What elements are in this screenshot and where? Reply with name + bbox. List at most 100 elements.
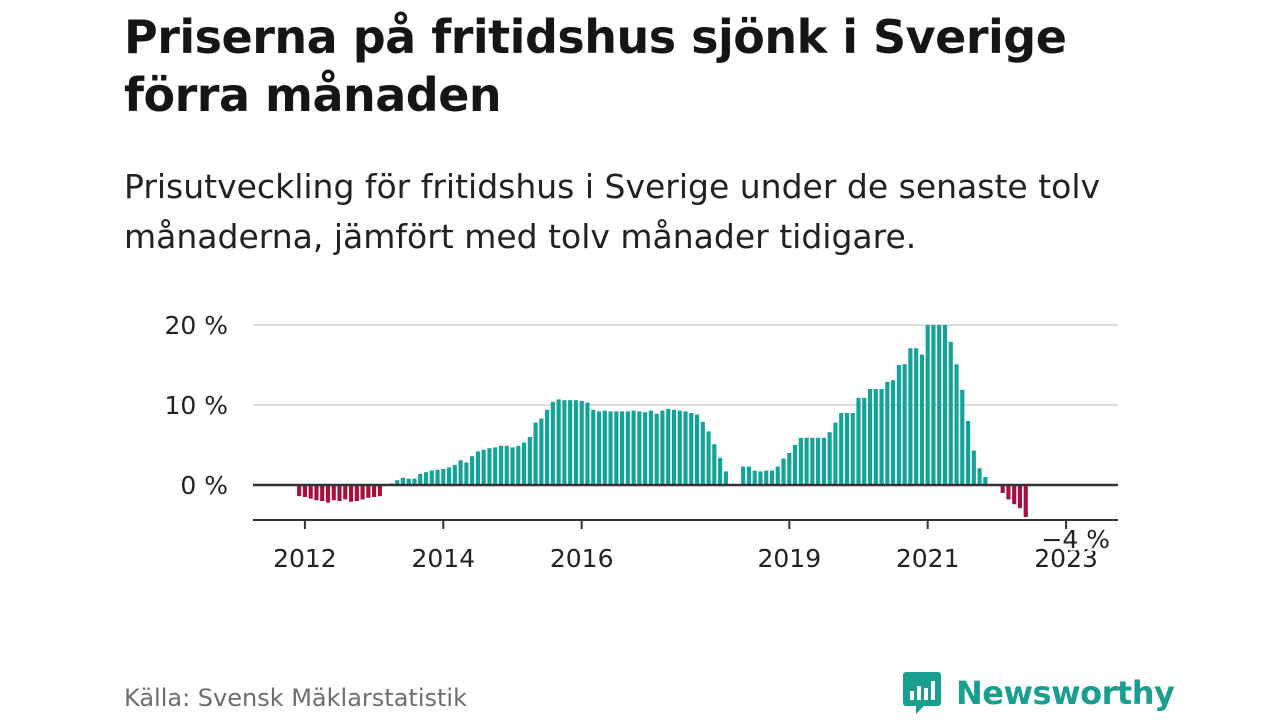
bar (839, 413, 844, 485)
y-tick-label: 10 % (164, 391, 228, 420)
bar (856, 397, 861, 485)
tick-labels: 0 % 10 % 20 % 2012 2014 2016 2019 2021 2023−4 % (164, 311, 1112, 573)
bar (885, 381, 890, 485)
bar (620, 411, 625, 485)
bar (539, 418, 544, 485)
bar (660, 410, 665, 485)
bar (510, 447, 515, 485)
bar (775, 466, 780, 485)
axes (253, 483, 1118, 529)
bar (706, 431, 711, 485)
bar (977, 468, 982, 485)
bar (769, 470, 775, 485)
bar (925, 325, 930, 485)
bar (971, 450, 976, 485)
bar (654, 413, 659, 485)
newsworthy-logo-icon (903, 672, 941, 714)
bar (867, 389, 873, 485)
bar (746, 466, 752, 485)
bar (498, 445, 504, 485)
bar (844, 413, 850, 485)
bar (320, 485, 325, 501)
bar (908, 348, 913, 485)
data-label-latest: −4 % (1041, 525, 1110, 554)
bar (475, 451, 480, 485)
bar (787, 453, 792, 485)
bar (447, 467, 452, 485)
bar (602, 410, 607, 485)
bar (366, 485, 371, 498)
bar (1000, 485, 1005, 493)
x-tick-label: 2021 (896, 544, 960, 573)
bar (372, 485, 377, 497)
bar (1006, 485, 1011, 500)
x-tick-label: 2019 (757, 544, 821, 573)
bar (585, 402, 590, 485)
y-tick-label: 0 % (180, 471, 228, 500)
bar (516, 445, 521, 485)
bar (689, 413, 694, 485)
bar (487, 448, 492, 485)
bar (614, 411, 619, 485)
bar (533, 422, 538, 485)
bar (325, 485, 331, 503)
bar (354, 485, 359, 501)
bar (1023, 485, 1028, 517)
bar (568, 400, 573, 485)
bar (337, 485, 342, 501)
source-note: Källa: Svensk Mäklarstatistik (124, 684, 467, 712)
bar (331, 485, 336, 501)
bar (810, 437, 815, 485)
brand-logo: Newsworthy (902, 670, 1175, 716)
y-tick-label: 20 % (164, 311, 228, 340)
bar (579, 401, 584, 485)
bar (960, 389, 965, 485)
bar (804, 437, 809, 485)
bar (792, 445, 798, 485)
bar (521, 442, 527, 485)
bar (464, 462, 469, 485)
bar (435, 469, 440, 485)
bar (423, 472, 429, 485)
bar-chart: 0 % 10 % 20 % 2012 2014 2016 2019 2021 2023−4 % (164, 311, 1118, 573)
bar (406, 478, 411, 485)
bar (700, 421, 705, 485)
bar (395, 480, 400, 485)
bar-series (297, 325, 1028, 517)
bar (850, 413, 855, 485)
chart-subtitle: Prisutveckling för fritidshus i Sverige … (124, 167, 1101, 256)
bar (781, 458, 786, 485)
bar (297, 485, 302, 497)
bar (562, 400, 567, 485)
bar (758, 471, 763, 485)
x-tick-label: 2012 (273, 544, 337, 573)
bar (591, 409, 596, 485)
bar (481, 449, 486, 485)
bar (694, 414, 700, 485)
bar (879, 389, 884, 485)
bar (429, 470, 434, 485)
bar (643, 412, 648, 485)
bar (302, 485, 307, 497)
bar (608, 411, 613, 485)
brand-name: Newsworthy (956, 674, 1175, 712)
bar (712, 444, 717, 485)
gridlines (253, 324, 1118, 406)
bar (677, 410, 682, 485)
bar (470, 456, 475, 485)
bar (821, 437, 826, 485)
bar (343, 485, 348, 500)
bar (493, 447, 498, 485)
bar (637, 411, 642, 485)
bar (942, 325, 948, 485)
bar (948, 341, 953, 485)
bar (348, 485, 354, 502)
bar (816, 437, 821, 485)
bar (718, 457, 723, 485)
bar (666, 409, 671, 485)
bar (452, 465, 457, 485)
bar (377, 485, 382, 497)
bar (596, 411, 602, 485)
bar (1017, 485, 1023, 509)
bar (827, 432, 832, 485)
